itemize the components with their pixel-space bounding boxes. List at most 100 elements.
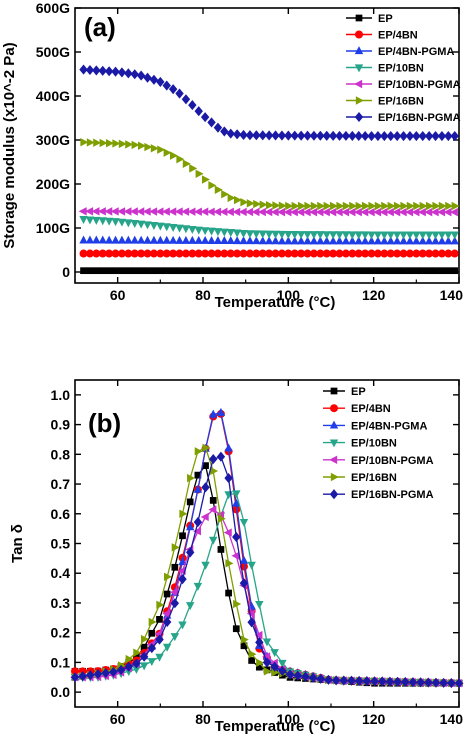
data-point-ep — [400, 267, 407, 275]
data-point-ep-16bn — [144, 142, 153, 152]
data-point-ep-10bn — [367, 231, 376, 240]
data-point-ep-16bn-pgma — [367, 130, 376, 142]
data-point-ep-4bn — [329, 249, 338, 258]
data-point-ep-10bn — [418, 231, 427, 240]
data-point-ep-16bn-pgma — [277, 130, 287, 141]
data-point-ep-16bn-pgma — [149, 74, 159, 85]
data-point-ep-10bn — [98, 217, 107, 226]
data-point-ep-16bn-pgma — [130, 69, 139, 80]
data-point-ep-4bn-pgma — [200, 235, 210, 244]
y-tick-label-a: 600G — [36, 0, 70, 16]
data-point-ep — [208, 267, 215, 275]
data-point-ep-4bn-pgma — [341, 236, 351, 245]
data-point-ep — [348, 267, 356, 275]
data-point-ep-10bn-pgma — [341, 207, 350, 217]
data-point-ep-16bn-pgma — [322, 130, 331, 141]
data-point-ep-16bn — [86, 138, 95, 147]
data-point-ep-4bn — [92, 249, 101, 258]
data-point-ep-10bn-pgma — [262, 652, 271, 661]
data-point-ep-16bn-pgma — [116, 664, 126, 675]
data-point-ep-16bn-pgma — [360, 130, 370, 142]
data-point-ep-10bn — [264, 230, 274, 239]
data-point-ep-10bn-pgma — [170, 588, 178, 597]
data-point-ep — [214, 267, 222, 275]
data-point-ep-16bn-pgma — [278, 665, 287, 677]
data-point-ep — [227, 267, 235, 275]
data-point-ep-16bn — [259, 200, 268, 209]
data-point-ep-4bn — [405, 249, 414, 258]
data-point-ep-16bn — [189, 164, 198, 173]
data-point-ep-10bn-pgma — [168, 207, 177, 216]
y-axis-title-a: Storage modulus (x10^-2 Pa) — [1, 42, 18, 248]
data-point-ep-4bn — [213, 249, 222, 258]
data-point-ep-16bn — [202, 443, 211, 452]
data-point-ep — [118, 267, 126, 275]
data-point-ep — [310, 267, 318, 275]
data-point-ep-16bn — [387, 201, 396, 211]
data-point-ep-10bn-pgma — [443, 207, 452, 217]
data-point-ep-10bn — [162, 643, 172, 652]
data-point-ep-16bn-pgma — [335, 130, 344, 141]
data-point-ep-16bn-pgma — [424, 677, 433, 688]
data-point-ep-4bn — [316, 249, 325, 258]
data-point-ep-10bn — [117, 218, 127, 227]
data-point-ep-10bn-pgma — [321, 207, 330, 217]
data-point-ep-4bn-pgma — [98, 235, 107, 244]
data-point-ep — [233, 267, 241, 275]
data-point-ep-10bn-pgma — [85, 207, 94, 216]
data-point-ep-10bn — [213, 228, 223, 237]
data-point-ep-16bn — [342, 201, 351, 211]
data-point-ep-10bn-pgma — [193, 527, 202, 536]
data-point-ep-10bn-pgma — [162, 609, 171, 618]
data-point-ep — [361, 267, 369, 275]
data-point-ep-16bn-pgma — [285, 669, 295, 680]
data-point-ep-16bn — [148, 617, 157, 627]
data-point-ep — [163, 590, 171, 598]
data-point-ep-10bn-pgma — [181, 207, 190, 216]
legend-marker-ep-4bn — [355, 30, 363, 39]
data-point-ep-16bn-pgma — [111, 66, 120, 77]
legend-label-ep: EP — [351, 386, 366, 398]
data-point-ep-10bn — [143, 221, 152, 230]
data-point-ep-16bn-pgma — [303, 130, 312, 141]
data-point-ep — [220, 267, 228, 275]
data-point-ep-4bn-pgma — [290, 236, 299, 245]
data-point-ep-10bn-pgma — [208, 505, 217, 514]
data-point-ep — [278, 267, 286, 275]
data-point-ep-10bn — [147, 658, 156, 667]
data-point-ep-16bn — [240, 635, 249, 644]
data-point-ep-10bn — [178, 621, 187, 630]
data-point-ep-10bn-pgma — [385, 207, 394, 217]
data-point-ep-16bn-pgma — [331, 675, 341, 686]
data-point-ep-10bn-pgma — [238, 207, 247, 217]
data-point-ep-10bn — [328, 231, 338, 240]
data-point-ep-4bn — [367, 249, 376, 258]
data-point-ep-4bn-pgma — [207, 235, 216, 244]
data-point-ep-10bn — [316, 231, 325, 240]
data-point-ep-10bn — [79, 216, 88, 225]
data-point-ep-16bn — [112, 139, 121, 148]
data-point-ep-10bn-pgma — [110, 207, 119, 216]
data-point-ep-10bn — [405, 231, 415, 240]
data-point-ep-4bn-pgma — [224, 443, 233, 452]
data-point-ep — [240, 267, 247, 275]
legend-label-ep-4bn-pgma: EP/4BN-PGMA — [378, 46, 454, 58]
legend-label-ep-16bn-pgma: EP/16BN-PGMA — [378, 112, 461, 124]
data-point-ep-16bn-pgma — [416, 677, 425, 688]
data-point-ep-4bn — [450, 249, 459, 258]
legend-marker-ep-4bn-pgma — [354, 46, 364, 55]
data-point-ep — [182, 267, 190, 275]
data-point-ep-4bn-pgma — [277, 236, 287, 245]
data-point-ep-4bn — [245, 249, 254, 258]
data-point-ep — [105, 267, 113, 275]
data-point-ep-10bn — [252, 230, 261, 239]
data-point-ep-10bn-pgma — [200, 207, 209, 216]
data-point-ep-4bn-pgma — [85, 235, 95, 244]
data-point-ep — [393, 267, 401, 275]
data-point-ep-10bn — [156, 222, 165, 231]
data-point-ep-4bn-pgma — [328, 236, 338, 245]
data-point-ep-10bn-pgma — [174, 207, 183, 216]
data-point-ep-16bn-pgma — [117, 67, 127, 78]
data-point-ep-16bn — [419, 201, 428, 211]
legend-label-ep-4bn-pgma: EP/4BN-PGMA — [351, 420, 427, 432]
